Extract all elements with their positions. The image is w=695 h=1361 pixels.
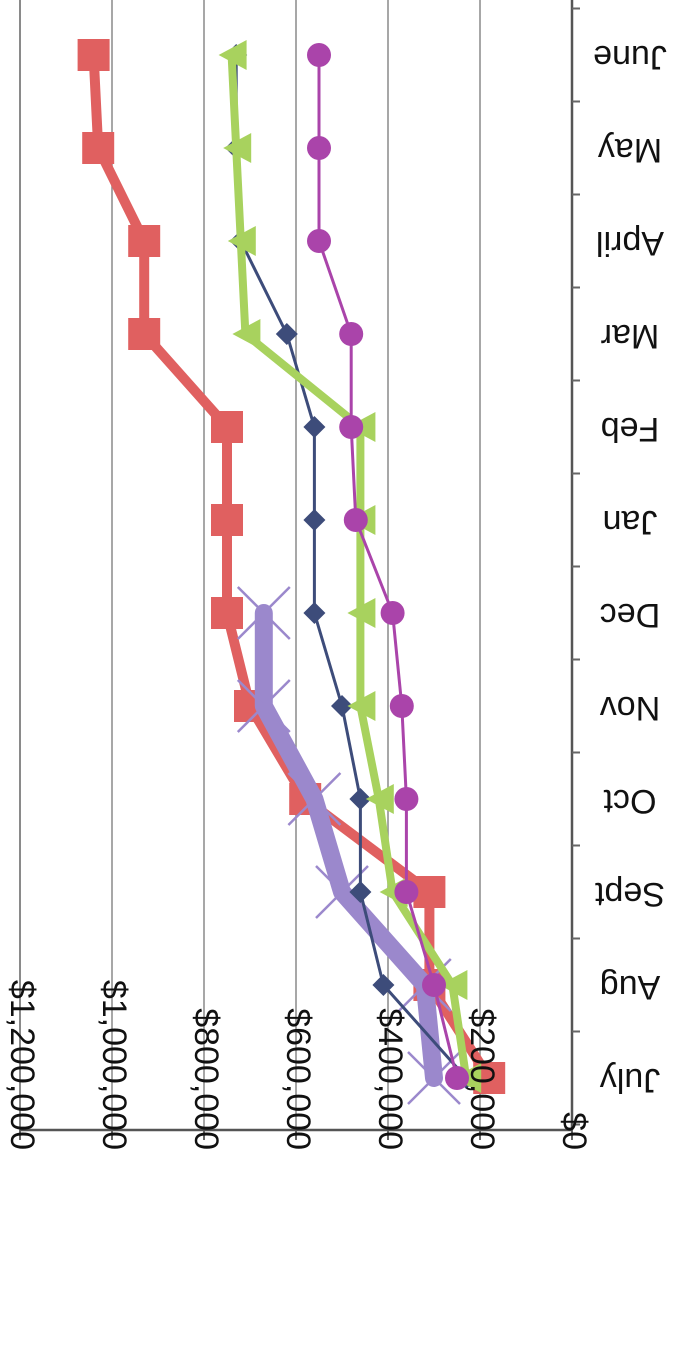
- data-point-x-stroke: [287, 772, 342, 826]
- data-point-diamond: [303, 602, 326, 624]
- data-point-circle: [339, 415, 364, 439]
- category-label: July: [600, 1061, 660, 1099]
- data-point-square: [211, 411, 243, 443]
- data-point-x-stroke: [236, 586, 291, 640]
- category-label: May: [598, 131, 662, 169]
- data-point-x: [236, 679, 291, 733]
- value-tick-label: $0: [555, 1112, 593, 1150]
- data-point-x: [287, 772, 342, 826]
- series-line: [254, 604, 443, 1087]
- data-point-circle: [307, 229, 331, 253]
- category-label: Sept: [594, 875, 664, 913]
- data-point-triangle: [439, 970, 468, 1000]
- category-label: June: [593, 38, 667, 76]
- data-point-triangle: [347, 598, 376, 628]
- data-point-x-stroke: [236, 679, 291, 733]
- series-square: [77, 39, 506, 1094]
- data-point-square: [413, 876, 446, 908]
- value-tick-label: $800,000: [187, 1008, 225, 1150]
- series-triangle: [218, 40, 482, 1093]
- data-point-triangle: [347, 691, 376, 721]
- series-line: [317, 53, 459, 1080]
- category-label: Jan: [603, 503, 658, 541]
- category-label: Mar: [601, 317, 660, 355]
- value-tick-label: $400,000: [371, 1008, 409, 1150]
- value-tick-label: $200,000: [463, 1008, 501, 1150]
- data-point-diamond: [303, 416, 326, 438]
- data-point-square: [77, 39, 110, 71]
- value-tick-label: $1,200,000: [3, 980, 41, 1150]
- value-tick-label: $1,000,000: [95, 980, 133, 1150]
- series-line: [227, 51, 471, 1082]
- data-point-square: [211, 597, 243, 629]
- category-label: Feb: [601, 410, 660, 448]
- data-point-triangle: [365, 784, 394, 814]
- data-point-circle: [445, 1066, 469, 1090]
- axes: [19, 0, 580, 1140]
- data-point-circle: [422, 973, 446, 997]
- data-point-square: [211, 504, 243, 536]
- data-point-triangle: [223, 133, 252, 163]
- category-label: April: [596, 224, 664, 262]
- category-label: Nov: [600, 689, 660, 727]
- data-point-square: [128, 318, 161, 350]
- series-diamond: [225, 44, 478, 1089]
- gridlines: [19, 0, 481, 1130]
- data-point-diamond: [331, 695, 353, 717]
- data-point-diamond: [275, 323, 298, 345]
- category-label: Aug: [600, 968, 661, 1006]
- data-point-square: [82, 132, 115, 164]
- data-point-circle: [394, 787, 419, 811]
- series-line: [88, 50, 495, 1083]
- data-point-circle: [394, 880, 419, 904]
- data-point-triangle: [227, 226, 256, 256]
- data-point-circle: [339, 322, 364, 346]
- axis-labels: $0 $200,000 $400,000 $600,000 $800,000 $1,000…: [3, 38, 667, 1150]
- data-point-square: [128, 225, 161, 257]
- data-point-diamond: [349, 788, 372, 810]
- value-tick-label: $600,000: [279, 1008, 317, 1150]
- data-point-diamond: [349, 881, 372, 903]
- data-point-circle: [380, 601, 405, 625]
- series-x: [236, 586, 461, 1105]
- category-label: Dec: [600, 596, 660, 634]
- data-point-triangle: [232, 319, 261, 349]
- category-label: Oct: [603, 782, 656, 820]
- data-point-x: [236, 586, 291, 640]
- data-point-circle: [307, 43, 331, 67]
- data-point-circle: [343, 508, 368, 532]
- data-point-triangle: [218, 40, 247, 70]
- data-point-circle: [307, 136, 331, 160]
- data-point-diamond: [372, 974, 395, 996]
- data-point-diamond: [303, 509, 326, 531]
- data-point-circle: [389, 694, 414, 718]
- series-circle: [307, 43, 469, 1090]
- series-layer: [77, 39, 506, 1105]
